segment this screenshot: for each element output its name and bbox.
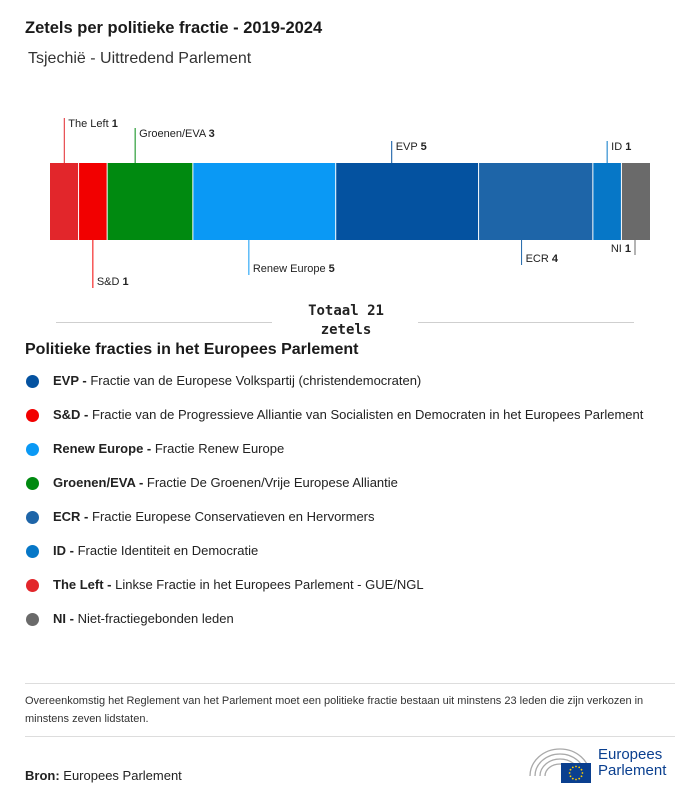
seat-bar-chart: The Left 1 S&D 1 Groenen/EVA 3 Renew Europe… <box>50 118 650 288</box>
legend-desc: Fractie De Groenen/Vrije Europese Allian… <box>143 475 398 490</box>
legend-abbr: ECR - <box>53 509 89 524</box>
legend-item: The Left - Linkse Fractie in het Europee… <box>25 576 645 594</box>
logo-wordmark: Europees Parlement <box>598 747 666 779</box>
legend-desc: Fractie van de Europese Volkspartij (chr… <box>86 373 422 388</box>
legend-title: Politieke fracties in het Europees Parle… <box>25 341 359 358</box>
legend-desc: Linkse Fractie in het Europees Parlement… <box>111 577 424 592</box>
legend-abbr: NI - <box>53 611 74 626</box>
legend-item: S&D - Fractie van de Progressieve Allian… <box>25 406 645 424</box>
legend-desc: Fractie Renew Europe <box>151 441 285 456</box>
legend-abbr: Groenen/EVA - <box>53 475 144 490</box>
logo-line2: Parlement <box>598 762 667 779</box>
source-label: Bron: <box>25 768 60 783</box>
total-seats: Totaal 21 zetels <box>56 302 634 342</box>
segment-label-the-left: The Left 1 <box>68 118 118 130</box>
legend-item: EVP - Fractie van de Europese Volksparti… <box>25 372 645 390</box>
bar-segment-renew-europe <box>192 163 336 240</box>
legend-abbr: ID - <box>53 543 74 558</box>
bar-segment-the-left <box>50 163 79 240</box>
legend-abbr: Renew Europe - <box>53 441 152 456</box>
legend-abbr: The Left - <box>53 577 112 592</box>
bar-segment-s-d <box>78 163 108 240</box>
legend-desc: Niet-fractiegebonden leden <box>73 611 234 626</box>
legend-swatch <box>26 613 39 626</box>
chart-title: Zetels per politieke fractie - 2019-2024 <box>25 19 323 37</box>
legend-swatch <box>26 477 39 490</box>
parliament-hemicycle-icon <box>529 748 591 783</box>
bar-segment-ni <box>621 163 650 240</box>
legend-swatch <box>26 511 39 524</box>
ep-logo: Europees Parlement <box>528 745 678 785</box>
segment-label-ecr: ECR 4 <box>526 253 559 265</box>
footnote: Overeenkomstig het Reglement van het Par… <box>25 695 644 725</box>
legend-item: Renew Europe - Fractie Renew Europe <box>25 440 645 458</box>
total-seats-label: Totaal 21 zetels <box>276 302 416 340</box>
legend-abbr: EVP - <box>53 373 87 388</box>
bar-segment-ecr <box>478 163 593 240</box>
segment-label-s-d: S&D 1 <box>97 276 129 288</box>
segment-label-renew-europe: Renew Europe 5 <box>253 263 335 275</box>
legend-desc: Fractie Europese Conservatieven en Hervo… <box>88 509 375 524</box>
legend-desc: Fractie van de Progressieve Alliantie va… <box>88 407 644 422</box>
chart-subtitle: Tsjechië - Uittredend Parlement <box>28 50 252 67</box>
bar-segment-id <box>592 163 622 240</box>
legend-list: EVP - Fractie van de Europese Volksparti… <box>25 372 645 644</box>
divider-bottom <box>25 736 675 737</box>
source: Bron: Europees Parlement <box>25 768 182 783</box>
logo-line1: Europees <box>598 746 663 763</box>
segment-label-groenen-eva: Groenen/EVA 3 <box>139 128 215 140</box>
segment-label-ni: NI 1 <box>611 243 631 255</box>
total-seats-line2: zetels <box>320 322 372 338</box>
total-seats-line1: Totaal 21 <box>308 303 384 319</box>
legend-swatch <box>26 443 39 456</box>
source-value: Europees Parlement <box>59 768 182 783</box>
segment-label-id: ID 1 <box>611 141 631 153</box>
legend-item: NI - Niet-fractiegebonden leden <box>25 610 645 628</box>
legend-swatch <box>26 579 39 592</box>
segment-label-evp: EVP 5 <box>396 141 427 153</box>
legend-item: ECR - Fractie Europese Conservatieven en… <box>25 508 645 526</box>
legend-item: ID - Fractie Identiteit en Democratie <box>25 542 645 560</box>
total-rule-left <box>56 322 272 323</box>
legend-item: Groenen/EVA - Fractie De Groenen/Vrije E… <box>25 474 645 492</box>
total-rule-right <box>418 322 634 323</box>
bar-segment-groenen-eva <box>107 163 193 240</box>
legend-abbr: S&D - <box>53 407 89 422</box>
legend-swatch <box>26 545 39 558</box>
divider-top <box>25 683 675 684</box>
bar-segment-evp <box>335 163 479 240</box>
legend-swatch <box>26 409 39 422</box>
legend-swatch <box>26 375 39 388</box>
legend-desc: Fractie Identiteit en Democratie <box>73 543 259 558</box>
